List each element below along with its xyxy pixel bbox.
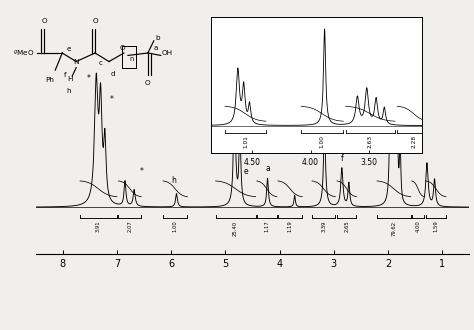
Text: 2.07: 2.07 xyxy=(128,221,132,232)
Text: f: f xyxy=(340,154,343,163)
Text: 1.01: 1.01 xyxy=(243,135,248,148)
Text: *: * xyxy=(87,74,91,82)
Text: *: * xyxy=(139,167,143,176)
Text: a: a xyxy=(265,164,270,173)
Text: 1.00: 1.00 xyxy=(173,221,178,232)
Text: 25.40: 25.40 xyxy=(233,221,238,236)
Text: 3.39: 3.39 xyxy=(321,221,326,232)
Text: 1.17: 1.17 xyxy=(264,221,269,232)
Text: N: N xyxy=(73,58,79,65)
Text: c: c xyxy=(99,60,103,66)
Text: n: n xyxy=(130,56,134,62)
Text: Ph: Ph xyxy=(46,77,54,83)
Text: c: c xyxy=(232,92,237,101)
Text: 1.59: 1.59 xyxy=(433,221,438,232)
Text: H: H xyxy=(67,76,73,82)
Text: h: h xyxy=(66,88,71,94)
Text: 4.00: 4.00 xyxy=(416,221,420,232)
Text: 3.91: 3.91 xyxy=(96,221,101,232)
Text: 2.65: 2.65 xyxy=(344,221,349,232)
Text: $^g$MeO: $^g$MeO xyxy=(13,48,35,58)
Text: *: * xyxy=(109,95,113,104)
Text: d: d xyxy=(111,71,116,77)
Text: h: h xyxy=(172,177,176,185)
Text: 79.62: 79.62 xyxy=(392,221,396,236)
Text: b: b xyxy=(156,35,160,41)
Text: 1.00: 1.00 xyxy=(320,135,325,148)
Text: O: O xyxy=(145,80,151,86)
Text: O: O xyxy=(92,18,98,24)
Text: e: e xyxy=(244,167,248,176)
Text: O: O xyxy=(42,18,47,24)
Text: O: O xyxy=(119,45,125,50)
Text: b,d: b,d xyxy=(383,28,396,37)
Text: 2.28: 2.28 xyxy=(411,135,416,148)
Text: OH: OH xyxy=(162,50,173,56)
Text: 1.19: 1.19 xyxy=(288,221,292,232)
Text: f: f xyxy=(64,72,66,78)
Text: a: a xyxy=(154,45,158,51)
Text: 2.63: 2.63 xyxy=(368,135,373,148)
Text: g: g xyxy=(322,115,327,124)
Text: e: e xyxy=(66,46,71,52)
